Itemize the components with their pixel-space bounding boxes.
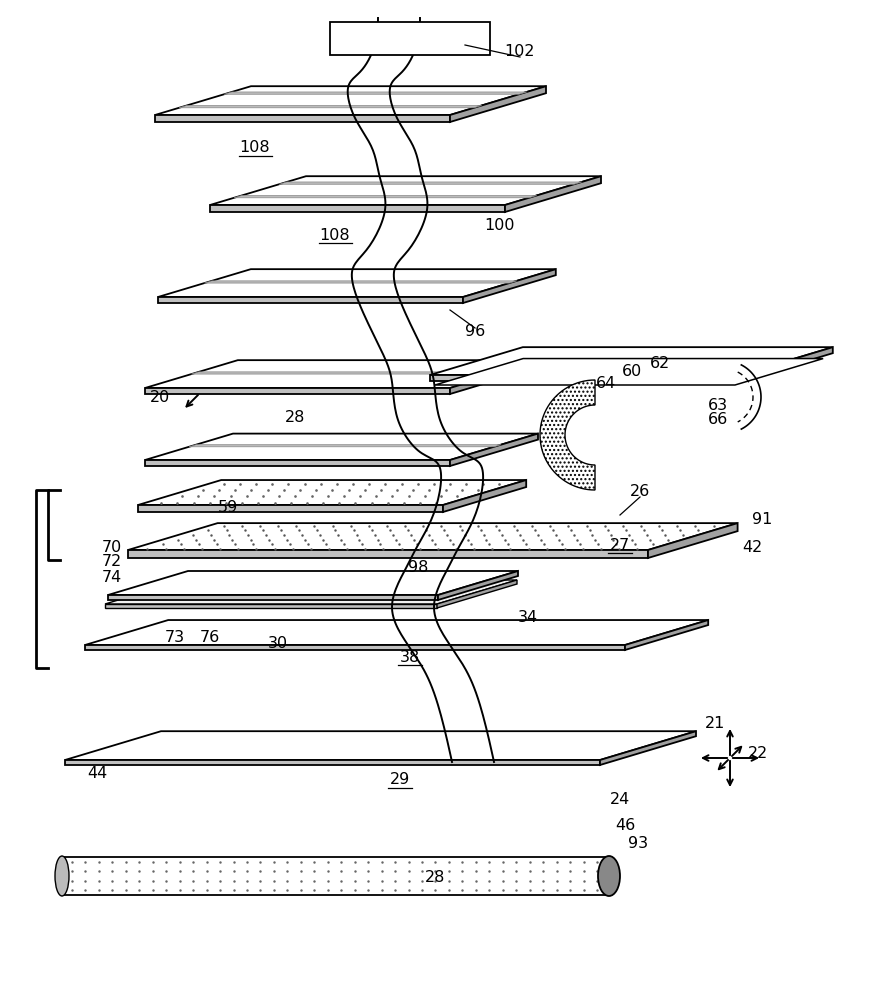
- Polygon shape: [540, 380, 595, 490]
- Text: 73: 73: [164, 630, 185, 645]
- Polygon shape: [108, 571, 518, 595]
- Polygon shape: [450, 434, 538, 466]
- Text: 96: 96: [465, 324, 485, 340]
- Polygon shape: [179, 105, 482, 108]
- Text: 60: 60: [622, 364, 642, 379]
- Text: 28: 28: [425, 870, 445, 886]
- Polygon shape: [191, 372, 504, 374]
- Text: 24: 24: [610, 792, 630, 808]
- Text: 26: 26: [630, 485, 650, 499]
- Polygon shape: [128, 523, 738, 550]
- Ellipse shape: [55, 856, 69, 896]
- Polygon shape: [65, 731, 696, 760]
- Polygon shape: [740, 347, 833, 381]
- Polygon shape: [105, 580, 517, 604]
- Text: 91: 91: [752, 512, 772, 526]
- Polygon shape: [155, 115, 450, 122]
- Polygon shape: [437, 580, 517, 608]
- Polygon shape: [145, 434, 538, 460]
- Polygon shape: [625, 620, 708, 650]
- Polygon shape: [205, 281, 517, 283]
- Polygon shape: [108, 595, 438, 600]
- Polygon shape: [138, 480, 527, 505]
- Ellipse shape: [598, 856, 620, 896]
- Polygon shape: [279, 182, 582, 184]
- Text: 64: 64: [596, 375, 616, 390]
- Polygon shape: [435, 359, 823, 385]
- Text: 38: 38: [400, 650, 420, 664]
- Polygon shape: [648, 523, 738, 558]
- Text: 59: 59: [218, 499, 238, 514]
- Text: 42: 42: [742, 540, 762, 556]
- Text: 66: 66: [708, 412, 728, 428]
- Text: 70: 70: [102, 540, 122, 556]
- Polygon shape: [430, 375, 740, 381]
- Polygon shape: [450, 360, 543, 394]
- Polygon shape: [505, 176, 601, 212]
- Text: 72: 72: [102, 554, 122, 570]
- Text: 108: 108: [240, 140, 270, 155]
- Text: 74: 74: [102, 570, 122, 585]
- Text: 100: 100: [485, 218, 515, 232]
- Text: 34: 34: [518, 610, 538, 626]
- Polygon shape: [85, 620, 708, 645]
- Text: 76: 76: [200, 630, 220, 645]
- Polygon shape: [155, 86, 546, 115]
- Text: 44: 44: [87, 766, 107, 780]
- Polygon shape: [430, 347, 833, 375]
- Polygon shape: [65, 760, 600, 765]
- Text: 93: 93: [628, 836, 648, 850]
- Polygon shape: [438, 571, 518, 600]
- Text: 63: 63: [708, 397, 728, 412]
- Text: 98: 98: [408, 560, 428, 576]
- Polygon shape: [158, 297, 463, 303]
- Polygon shape: [62, 857, 607, 895]
- Polygon shape: [443, 480, 527, 512]
- Text: 27: 27: [610, 538, 630, 552]
- Polygon shape: [138, 505, 443, 512]
- Polygon shape: [600, 731, 696, 765]
- Text: 108: 108: [320, 228, 350, 242]
- Polygon shape: [210, 205, 505, 212]
- Polygon shape: [234, 195, 536, 198]
- Polygon shape: [189, 445, 501, 447]
- Text: 102: 102: [505, 44, 536, 60]
- Polygon shape: [224, 92, 527, 94]
- Polygon shape: [145, 460, 450, 466]
- Text: 46: 46: [615, 818, 635, 834]
- Polygon shape: [330, 22, 490, 55]
- Polygon shape: [145, 360, 543, 388]
- Text: 20: 20: [150, 390, 170, 406]
- Text: 62: 62: [650, 356, 670, 370]
- Polygon shape: [105, 604, 437, 608]
- Text: 30: 30: [268, 636, 288, 650]
- Polygon shape: [145, 388, 450, 394]
- Polygon shape: [128, 550, 648, 558]
- Polygon shape: [210, 176, 601, 205]
- Text: 28: 28: [285, 410, 305, 426]
- Polygon shape: [450, 86, 546, 122]
- Text: 21: 21: [704, 716, 725, 732]
- Text: 29: 29: [390, 772, 410, 788]
- Polygon shape: [85, 645, 625, 650]
- Text: 22: 22: [748, 746, 768, 760]
- Polygon shape: [463, 269, 556, 303]
- Polygon shape: [158, 269, 556, 297]
